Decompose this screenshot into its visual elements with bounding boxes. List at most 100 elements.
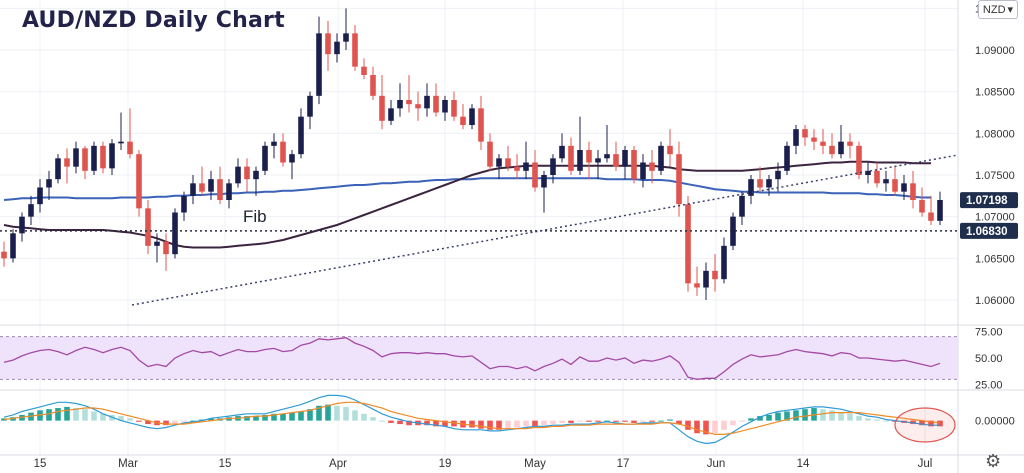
candle (541, 170, 547, 213)
candle-body (577, 150, 583, 171)
macd-histogram-bar (649, 420, 655, 422)
candle (181, 191, 187, 221)
candle-body (1, 251, 7, 259)
macd-histogram-bar (532, 420, 538, 427)
candle (505, 145, 511, 171)
macd-histogram-bar (442, 420, 448, 427)
macd-histogram-bar (874, 419, 880, 421)
candle (730, 212, 736, 250)
candle-body (505, 158, 511, 167)
candle (622, 145, 628, 180)
candle (442, 95, 448, 121)
macd-histogram-bar (361, 413, 367, 421)
gear-icon[interactable]: ⚙ (985, 451, 1002, 471)
macd-histogram-bar (613, 420, 619, 422)
macd-histogram-bar (253, 416, 259, 421)
candle (55, 154, 61, 184)
candle-body (217, 179, 223, 200)
candle-body (667, 145, 673, 155)
candle-body (334, 41, 340, 55)
moving-averages (3, 160, 931, 249)
candle-body (280, 141, 286, 163)
macd-tick-label: 0.00000 (975, 416, 1015, 428)
macd-histogram-bar (307, 409, 313, 421)
candle-body (541, 175, 547, 188)
candle (316, 16, 322, 105)
candle-body (370, 75, 376, 96)
candle (100, 141, 106, 174)
candle (217, 166, 223, 205)
candle-body (739, 195, 745, 217)
candle (199, 166, 205, 196)
candle-body (190, 183, 196, 196)
candle (838, 125, 844, 159)
candle-body (91, 145, 97, 171)
macd-histogram-bar (577, 420, 583, 422)
candle-body (100, 145, 106, 169)
candle-body (865, 170, 871, 175)
macd-histogram-bar (433, 420, 439, 427)
price-label-box (960, 222, 1018, 239)
candle-body (559, 145, 565, 159)
macd-histogram-bar (100, 413, 106, 421)
macd-histogram-bar (118, 416, 124, 421)
candle-body (136, 154, 142, 209)
candle (874, 162, 880, 188)
candle-body (721, 245, 727, 280)
time-tick-label: Mar (118, 458, 138, 470)
candle-body (775, 170, 781, 180)
candle-body (163, 241, 169, 255)
candle-body (820, 141, 826, 146)
macd-histogram-bar (721, 420, 727, 430)
candle (10, 229, 16, 263)
time-tick-label: 19 (439, 458, 452, 470)
candle-body (757, 179, 763, 188)
macd-histogram-bar (487, 420, 493, 430)
candle (685, 195, 691, 292)
candle-body (442, 100, 448, 113)
candle (487, 133, 493, 171)
candle (415, 91, 421, 121)
candle (667, 129, 673, 167)
macd-histogram-bar (676, 420, 682, 425)
candle-body (397, 100, 403, 109)
candle (514, 154, 520, 180)
macd-histogram-bar (370, 417, 376, 421)
candle (676, 141, 682, 217)
rsi-tick-label: 75.00 (975, 326, 1003, 338)
macd-histogram-bar (64, 406, 70, 421)
candle (820, 129, 826, 155)
candle-body (631, 150, 637, 180)
candle (757, 166, 763, 192)
candle (901, 175, 907, 200)
candle-body (181, 195, 187, 213)
candle (271, 133, 277, 159)
candle (361, 58, 367, 80)
candle-body (325, 33, 331, 55)
currency-dropdown[interactable]: NZD ▾ (978, 0, 1018, 19)
candle-body (532, 162, 538, 188)
candle (631, 145, 637, 184)
candle-body (856, 145, 862, 175)
candle-body (802, 129, 808, 138)
macd-histogram-bar (568, 420, 574, 423)
candle-body (811, 137, 817, 142)
macd-histogram-bar (919, 420, 925, 426)
candle-body (919, 200, 925, 213)
candle (397, 83, 403, 117)
candle (883, 170, 889, 192)
candle-body (298, 116, 304, 155)
candle-body (109, 143, 115, 169)
candle (559, 133, 565, 163)
candle-body (487, 141, 493, 167)
rsi-tick-label: 50.00 (975, 353, 1003, 365)
candle (532, 150, 538, 192)
candle (577, 116, 583, 175)
macd-histogram-bar (928, 420, 934, 427)
axes: 1.06000 1.06500 1.07000 1.07500 1.08000 1.085… (34, 3, 1018, 470)
macd-line (3, 394, 940, 445)
candle (658, 141, 664, 175)
macd-histogram-bar (604, 420, 610, 422)
candle (406, 75, 412, 113)
